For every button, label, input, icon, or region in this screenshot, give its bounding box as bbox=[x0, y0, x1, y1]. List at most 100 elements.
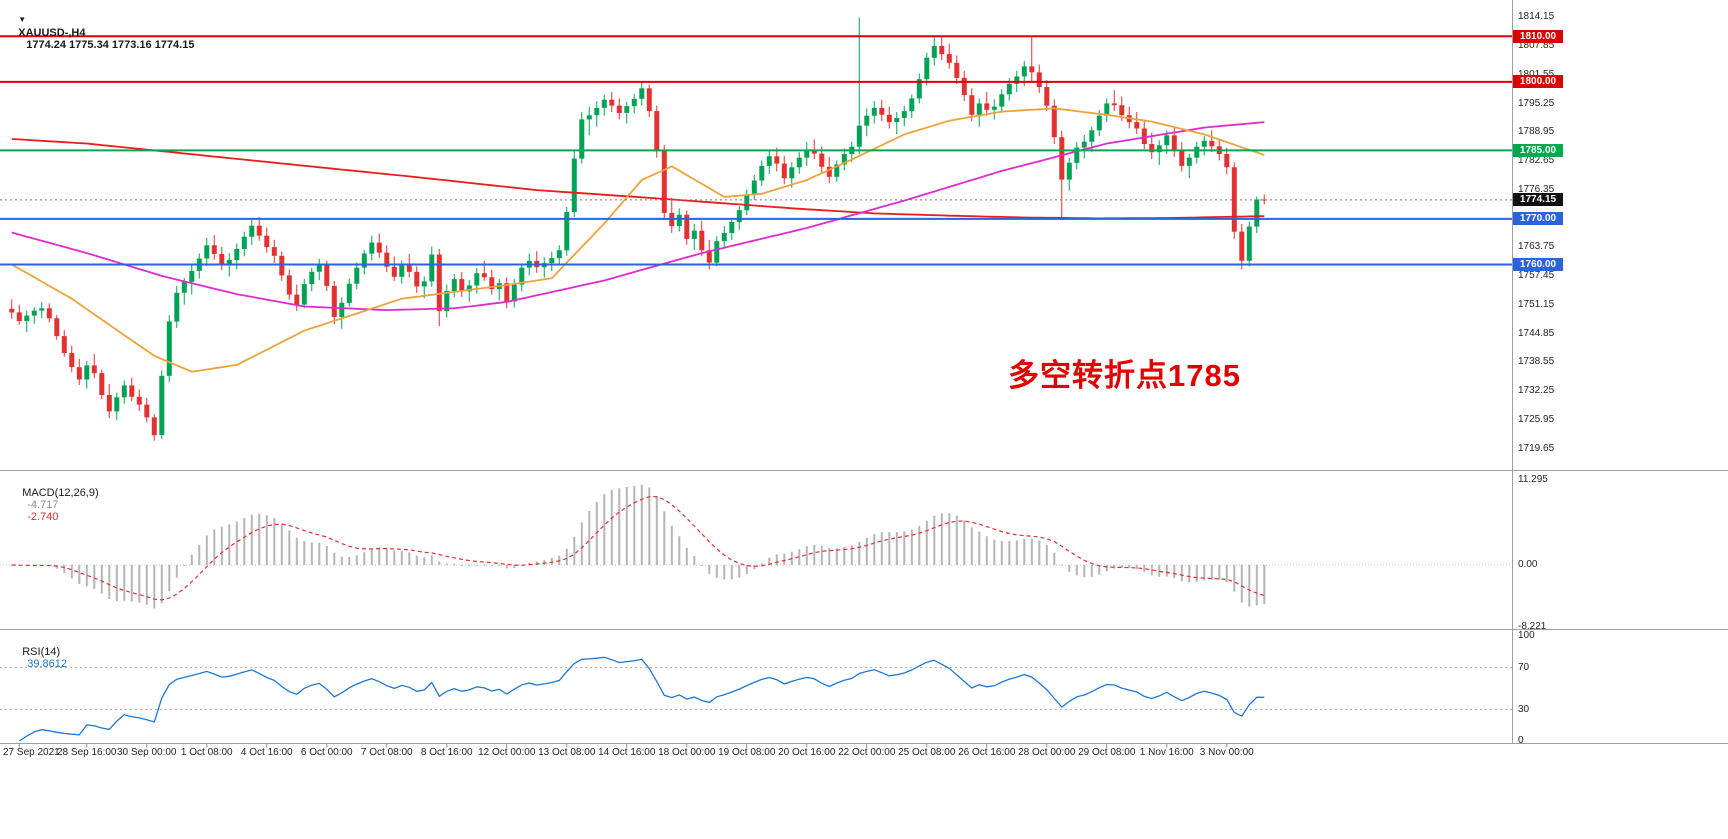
price-axis-tick: 1751.15 bbox=[1518, 298, 1555, 310]
candle-body bbox=[144, 404, 150, 418]
rsi-value: 39.8612 bbox=[27, 658, 67, 670]
price-axis-tick: 1738.55 bbox=[1518, 356, 1555, 368]
macd-histogram-bar bbox=[453, 563, 456, 565]
price-badge-1800.00: 1800.00 bbox=[1513, 75, 1563, 89]
macd-histogram-bar bbox=[528, 562, 531, 565]
macd-histogram-bar bbox=[475, 564, 478, 566]
one-click-trading-icon[interactable]: ▼ bbox=[18, 15, 27, 24]
macd-histogram-bar bbox=[333, 552, 336, 565]
candle-body bbox=[781, 163, 787, 179]
candle-body bbox=[384, 252, 390, 267]
rsi-axis-tick: 100 bbox=[1518, 630, 1535, 641]
macd-histogram-bar bbox=[940, 513, 943, 565]
rsi-label: RSI(14) 39.8612 bbox=[10, 634, 67, 682]
ma-fast-orange[interactable] bbox=[11, 107, 1265, 373]
macd-histogram-bar bbox=[205, 535, 208, 565]
macd-histogram-bar bbox=[730, 565, 733, 580]
candle-body bbox=[294, 294, 300, 305]
ma-mid-magenta[interactable] bbox=[11, 121, 1265, 311]
candle-body bbox=[931, 45, 937, 58]
time-axis-label: 30 Sep 00:00 bbox=[117, 747, 177, 758]
macd-histogram-bar bbox=[933, 515, 936, 565]
macd-histogram-bar bbox=[1038, 540, 1041, 565]
candle-body bbox=[16, 312, 22, 322]
candle-body bbox=[264, 235, 270, 248]
macd-histogram-bar bbox=[273, 518, 276, 565]
candle-body bbox=[324, 264, 330, 286]
macd-histogram-bar bbox=[955, 515, 958, 565]
macd-histogram-bar bbox=[243, 518, 246, 565]
time-axis-label: 13 Oct 08:00 bbox=[538, 747, 596, 758]
candle-body bbox=[856, 125, 862, 147]
macd-histogram-bar bbox=[543, 559, 546, 565]
macd-histogram-bar bbox=[325, 546, 328, 565]
price-axis-tick: 1776.35 bbox=[1518, 183, 1555, 195]
macd-histogram-bar bbox=[445, 563, 448, 565]
chart-annotation[interactable]: 多空转折点1785 bbox=[1008, 358, 1241, 393]
candle-body bbox=[376, 242, 382, 253]
macd-pane[interactable] bbox=[0, 484, 1512, 609]
candle-body bbox=[729, 222, 735, 233]
price-axis-tick: 1719.65 bbox=[1518, 442, 1555, 454]
candle-body bbox=[114, 397, 120, 412]
candle-body bbox=[444, 291, 450, 312]
macd-histogram-bar bbox=[610, 489, 613, 565]
candle-body bbox=[639, 88, 645, 99]
price-badge-1810.00: 1810.00 bbox=[1513, 29, 1563, 43]
candle-body bbox=[571, 158, 577, 212]
candle-body bbox=[481, 273, 487, 278]
macd-histogram-bar bbox=[378, 547, 381, 565]
candle-body bbox=[564, 212, 570, 251]
candle-body bbox=[1179, 150, 1185, 166]
macd-histogram-bar bbox=[1263, 565, 1266, 605]
macd-histogram-bar bbox=[1150, 565, 1153, 576]
candle-body bbox=[916, 79, 922, 99]
macd-histogram-bar bbox=[880, 532, 883, 565]
macd-histogram-bar bbox=[985, 536, 988, 565]
rsi-axis-tick: 70 bbox=[1518, 661, 1530, 673]
macd-histogram-bar bbox=[828, 547, 831, 565]
macd-histogram-bar bbox=[918, 525, 921, 565]
macd-histogram-bar bbox=[1045, 545, 1048, 565]
rsi-axis-tick: 0 bbox=[1518, 735, 1524, 746]
candle-body bbox=[1111, 103, 1117, 106]
macd-histogram-bar bbox=[490, 565, 493, 566]
candle-body bbox=[1051, 105, 1057, 138]
macd-histogram-bar bbox=[123, 565, 126, 601]
macd-histogram-bar bbox=[108, 565, 111, 599]
macd-histogram-bar bbox=[303, 541, 306, 565]
candle-body bbox=[159, 375, 165, 436]
macd-histogram-bar bbox=[415, 555, 418, 565]
macd-histogram-bar bbox=[78, 565, 81, 584]
macd-histogram-bar bbox=[430, 555, 433, 565]
macd-histogram-bar bbox=[468, 565, 471, 566]
rsi-line bbox=[18, 656, 1265, 742]
rsi-pane[interactable] bbox=[0, 656, 1512, 742]
ma-slow-red[interactable] bbox=[11, 138, 1265, 220]
macd-histogram-bar bbox=[288, 530, 291, 565]
macd-histogram-bar bbox=[573, 536, 576, 565]
macd-histogram-bar bbox=[633, 485, 636, 565]
macd-histogram-bar bbox=[970, 527, 973, 565]
macd-histogram-bar bbox=[393, 550, 396, 565]
candle-body bbox=[1081, 141, 1087, 148]
candle-body bbox=[1261, 199, 1267, 201]
candle-body bbox=[331, 285, 337, 317]
macd-histogram-bar bbox=[565, 548, 568, 565]
price-pane[interactable] bbox=[0, 17, 1512, 441]
candle-body bbox=[1239, 231, 1245, 261]
macd-histogram-bar bbox=[1180, 565, 1183, 582]
macd-histogram-bar bbox=[1098, 565, 1101, 575]
macd-histogram-bar bbox=[1000, 541, 1003, 565]
time-axis-label: 4 Oct 16:00 bbox=[240, 747, 293, 758]
candle-body bbox=[219, 254, 225, 264]
macd-histogram-bar bbox=[160, 565, 163, 604]
candle-body bbox=[1246, 226, 1252, 261]
macd-histogram-bar bbox=[505, 565, 508, 569]
rsi-name: RSI(14) bbox=[22, 646, 61, 658]
candle-body bbox=[909, 98, 915, 112]
candle-body bbox=[106, 395, 112, 412]
macd-histogram-bar bbox=[483, 564, 486, 566]
macd-histogram-bar bbox=[858, 541, 861, 565]
